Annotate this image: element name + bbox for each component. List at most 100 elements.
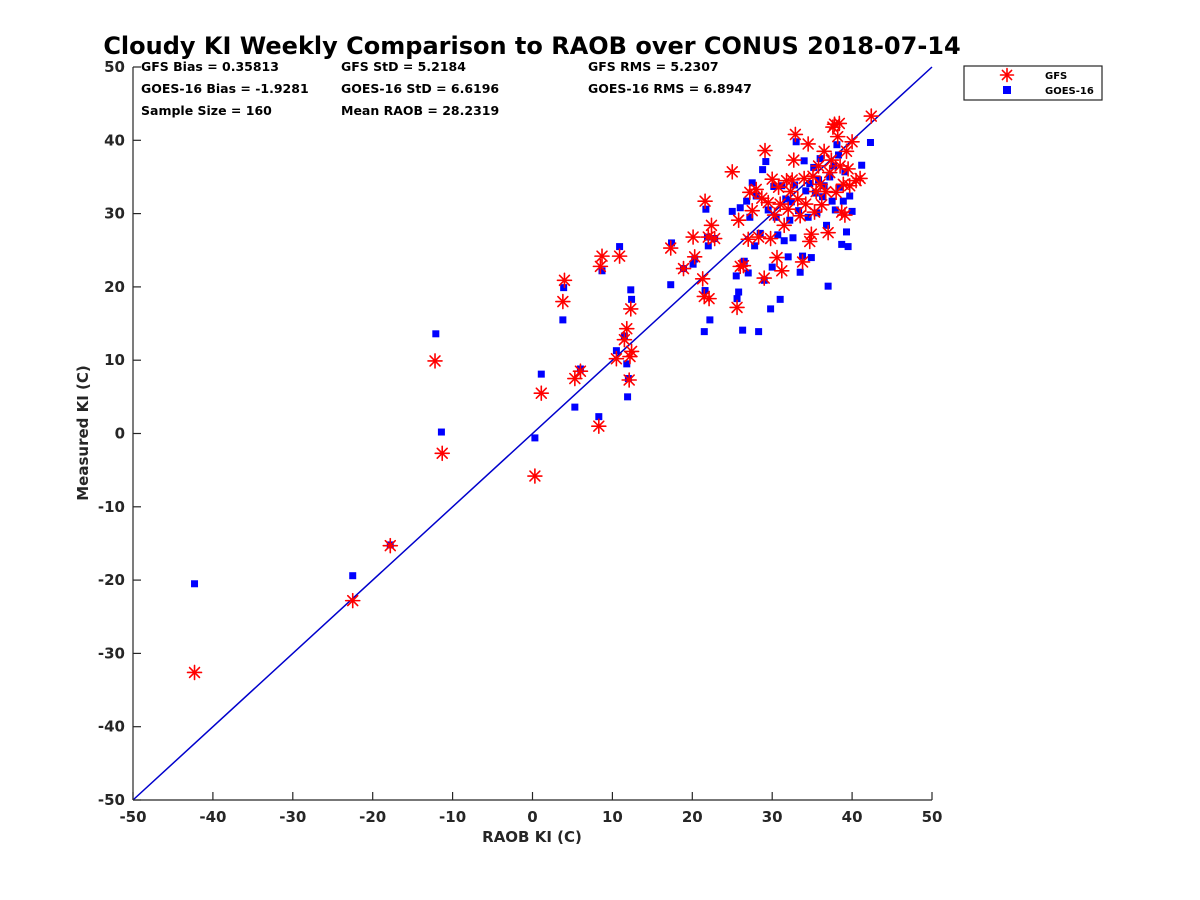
gfs-point (817, 183, 834, 200)
gfs-point (748, 181, 765, 198)
gfs-point (706, 230, 723, 247)
gfs-point (735, 257, 752, 274)
gfs-point (724, 164, 741, 180)
gfs-point (829, 128, 846, 145)
stat-goes-rms: GOES-16 RMS = 6.8947 (588, 81, 752, 96)
goes16-point (800, 157, 808, 165)
goes16-point (823, 221, 831, 229)
gfs-point (608, 350, 625, 367)
goes16-point (784, 253, 792, 261)
gfs-point (567, 370, 583, 387)
gfs-point (773, 262, 790, 279)
y-tick-label: -20 (98, 571, 125, 589)
goes16-point (627, 286, 635, 294)
goes16-point (571, 403, 579, 411)
goes16-point (531, 434, 539, 442)
goes16-point (767, 305, 775, 313)
y-tick-label: -40 (98, 718, 125, 736)
y-tick-label: 50 (104, 58, 125, 76)
gfs-point (831, 115, 848, 132)
gfs-point (533, 385, 550, 401)
stat-gfs-std: GFS StD = 5.2184 (341, 59, 466, 74)
gfs-point (821, 164, 838, 181)
goes16-point (702, 205, 710, 213)
goes16-point (689, 260, 697, 268)
goes16-point (780, 237, 788, 245)
goes16-point (736, 204, 744, 212)
gfs-point (810, 158, 827, 174)
x-tick-label: -50 (119, 808, 146, 826)
y-tick-label: -50 (98, 791, 125, 809)
gfs-point (838, 143, 855, 160)
gfs-point (556, 272, 573, 289)
goes16-point (728, 207, 736, 215)
gfs-point (852, 170, 868, 187)
goes16-point (804, 213, 812, 221)
goes16-point (437, 428, 445, 436)
gfs-point (780, 201, 796, 218)
goes16-point (598, 267, 606, 275)
gfs-point (772, 196, 788, 212)
goes16-point (835, 151, 843, 159)
x-tick-label: 50 (922, 808, 943, 826)
gfs-point (844, 133, 860, 150)
goes16-point (732, 272, 740, 280)
legend-box (963, 65, 1103, 101)
goes16-point (848, 207, 856, 215)
x-tick-label: 30 (762, 808, 783, 826)
goes16-point (739, 326, 747, 334)
legend-gfs-label: GFS (1045, 71, 1067, 82)
gfs-point (694, 271, 711, 287)
goes16-point (838, 240, 846, 248)
gfs-point (812, 176, 828, 193)
gfs-point (764, 171, 781, 187)
goes16-point (756, 229, 764, 237)
gfs-point (769, 249, 785, 266)
goes16-point (762, 158, 770, 166)
gfs-point (789, 191, 806, 207)
gfs-point (800, 136, 816, 152)
goes16-point (831, 206, 839, 214)
goes16-point (787, 198, 795, 206)
legend-goes16-marker (1003, 86, 1011, 94)
x-axis-label: RAOB KI (C) (482, 828, 582, 846)
gfs-point (594, 248, 610, 264)
stat-mean-raob: Mean RAOB = 28.2319 (341, 103, 499, 118)
gfs-point (803, 226, 820, 242)
goes16-point (844, 243, 852, 251)
goes16-point (748, 179, 756, 187)
goes16-point (746, 213, 754, 221)
stat-goes-bias: GOES-16 Bias = -1.9281 (141, 81, 309, 96)
goes16-point (559, 316, 567, 324)
gfs-point (729, 299, 745, 316)
gfs-point (344, 592, 361, 609)
goes16-point (816, 155, 824, 163)
gfs-point (796, 170, 812, 187)
goes16-point (432, 330, 440, 338)
goes16-point (819, 193, 827, 201)
goes16-point (628, 295, 636, 303)
goes16-point (807, 254, 815, 262)
goes16-point (755, 328, 763, 336)
gfs-point (816, 143, 832, 160)
goes16-point (796, 268, 804, 276)
gfs-point (820, 224, 836, 241)
gfs-point (434, 445, 451, 462)
goes16-point (776, 295, 784, 303)
goes16-point (858, 161, 866, 169)
gfs-point (792, 207, 808, 224)
goes16-point (820, 182, 828, 190)
gfs-point (784, 172, 800, 188)
x-tick-label: 0 (527, 808, 537, 826)
gfs-point (785, 152, 802, 168)
goes16-point (612, 347, 620, 355)
legend-goes16-label: GOES-16 (1045, 86, 1094, 97)
x-tick-label: -30 (279, 808, 306, 826)
gfs-point (840, 161, 856, 177)
goes16-point (733, 295, 741, 303)
gfs-point (623, 343, 640, 360)
x-tick-label: -20 (359, 808, 386, 826)
x-tick-label: 10 (602, 808, 623, 826)
legend: GFS GOES-16 (963, 65, 1103, 101)
